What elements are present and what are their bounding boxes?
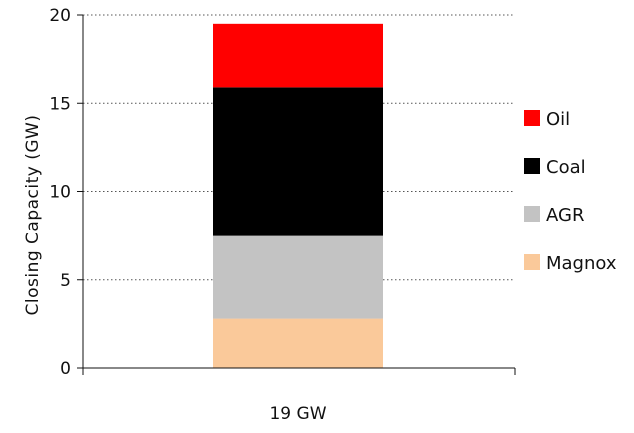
x-category-labels: 19 GW [269,404,326,424]
y-tick-label-10: 10 [49,183,71,203]
y-tick-label-15: 15 [49,94,71,114]
y-tick-label-0: 0 [60,359,71,379]
bar-segment-coal [213,87,383,236]
legend: Oil Coal AGR Magnox [524,109,617,274]
legend-label-magnox: Magnox [546,253,617,274]
y-axis-title: Closing Capacity (GW) [23,115,43,316]
legend-swatch-agr [524,206,540,222]
y-tick-labels: 0 5 10 15 20 [49,6,71,379]
axes [77,14,516,375]
x-category-label: 19 GW [269,404,326,424]
bar-segments [213,23,383,368]
legend-label-coal: Coal [546,157,586,178]
legend-swatch-oil [524,110,540,126]
bar-segment-agr [213,235,383,319]
legend-label-agr: AGR [546,205,584,226]
legend-label-oil: Oil [546,109,570,130]
y-tick-label-5: 5 [60,271,71,291]
bar-segment-oil [213,23,383,88]
legend-swatch-magnox [524,254,540,270]
bar-segment-magnox [213,318,383,368]
y-tick-label-20: 20 [49,6,71,26]
legend-swatch-coal [524,158,540,174]
